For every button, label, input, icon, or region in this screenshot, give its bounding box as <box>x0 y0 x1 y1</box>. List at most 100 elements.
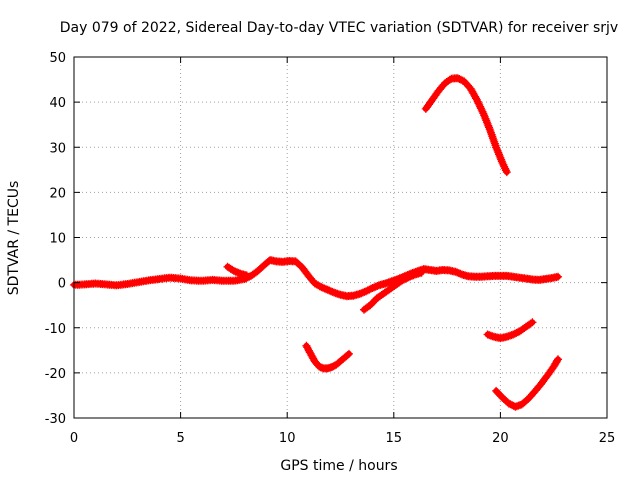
data-marks <box>70 74 562 411</box>
data-point <box>92 281 98 286</box>
data-point <box>308 351 314 357</box>
data-point <box>453 269 459 275</box>
data-point <box>419 270 424 276</box>
data-point <box>427 267 433 273</box>
data-point <box>487 126 493 132</box>
data-point <box>346 351 352 357</box>
data-point <box>455 75 461 81</box>
data-point <box>220 278 226 284</box>
data-point <box>280 259 286 265</box>
data-point <box>367 302 373 308</box>
x-tick-label: 0 <box>70 431 78 446</box>
chart-title: Day 079 of 2022, Sidereal Day-to-day VTE… <box>60 20 618 36</box>
data-point <box>504 334 510 340</box>
data-point <box>510 274 516 280</box>
data-point <box>442 80 448 86</box>
data-point <box>423 106 429 112</box>
data-point <box>293 258 299 264</box>
data-point <box>370 285 375 291</box>
x-tick-label: 20 <box>492 431 509 446</box>
data-point <box>440 267 446 273</box>
data-point <box>124 281 130 287</box>
data-point <box>244 272 250 278</box>
data-point <box>325 365 331 371</box>
data-point <box>320 365 326 371</box>
data-point <box>380 291 386 297</box>
data-point <box>357 291 363 297</box>
data-point <box>382 281 388 286</box>
data-point <box>114 282 120 288</box>
data-point <box>342 355 348 360</box>
data-point <box>491 273 497 279</box>
data-point <box>474 97 480 103</box>
series-track-upper <box>421 74 511 177</box>
data-point <box>329 364 335 370</box>
data-point <box>448 76 454 82</box>
data-point <box>529 319 535 325</box>
series-markers <box>421 74 511 177</box>
data-point <box>210 277 216 283</box>
x-tick-label: 25 <box>599 431 616 446</box>
data-point <box>248 273 254 279</box>
x-tick-label: 15 <box>386 431 403 446</box>
series-track-20h <box>483 318 537 343</box>
series-track-21h <box>492 355 562 411</box>
series-track-main <box>70 256 562 301</box>
data-point <box>512 404 518 410</box>
y-tick-label: 30 <box>49 141 66 156</box>
data-point <box>461 78 467 84</box>
data-point <box>306 273 311 279</box>
series-track-13h <box>360 268 426 314</box>
data-point <box>510 332 516 337</box>
data-point <box>504 169 510 175</box>
y-tick-label: -10 <box>45 322 66 337</box>
data-point <box>188 277 194 283</box>
data-point <box>485 332 491 337</box>
data-point <box>399 277 405 283</box>
grid-lines <box>74 57 607 418</box>
data-point <box>199 278 205 284</box>
data-point <box>529 277 535 282</box>
data-point <box>393 282 399 288</box>
data-point <box>555 274 561 280</box>
x-tick-label: 5 <box>176 431 184 446</box>
data-point <box>274 258 279 264</box>
data-point <box>361 307 367 313</box>
data-point <box>374 295 380 301</box>
y-tick-label: 20 <box>49 186 66 201</box>
data-point <box>167 275 173 281</box>
series-markers <box>492 355 562 411</box>
data-point <box>237 271 243 277</box>
data-point <box>491 334 497 340</box>
data-point <box>303 343 309 349</box>
data-point <box>376 282 382 288</box>
data-point <box>156 276 162 282</box>
data-point <box>338 292 343 298</box>
data-point <box>478 274 484 280</box>
data-point <box>446 267 452 273</box>
data-point <box>231 278 237 284</box>
data-point <box>406 274 412 280</box>
y-tick-label: -30 <box>45 412 66 427</box>
data-point <box>517 328 523 334</box>
data-point <box>551 364 557 370</box>
data-point <box>338 358 343 364</box>
data-point <box>146 277 152 283</box>
series-track-7h <box>223 262 251 280</box>
data-point <box>82 281 88 287</box>
data-point <box>497 273 503 279</box>
data-point <box>500 160 505 166</box>
data-point <box>312 359 318 365</box>
data-point <box>523 276 529 282</box>
data-point <box>387 286 392 292</box>
y-tick-label: 10 <box>49 232 66 247</box>
data-point <box>363 288 369 294</box>
data-point <box>525 396 531 402</box>
data-point <box>504 273 510 279</box>
axis-ticks: 0 5 10 15 20 25 -30 -20 -10 0 10 20 30 40 50 <box>45 51 616 446</box>
data-point <box>429 97 435 103</box>
data-point <box>523 324 529 330</box>
data-point <box>254 268 260 274</box>
data-point <box>465 273 471 279</box>
data-point <box>318 284 324 290</box>
